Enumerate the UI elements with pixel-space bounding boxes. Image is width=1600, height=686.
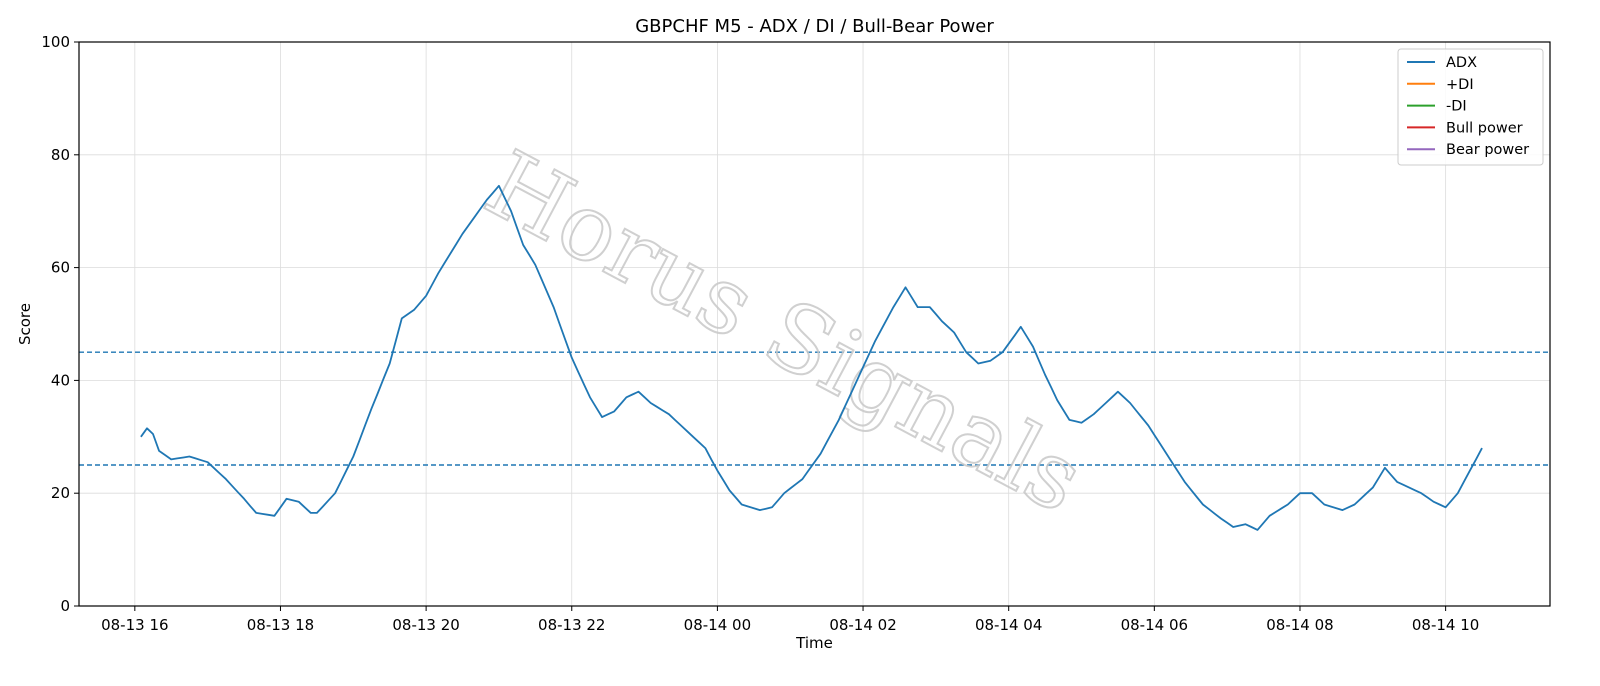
x-tick-label: 08-13 18 (247, 616, 314, 634)
legend-entry: ADX (1446, 55, 1477, 71)
legend: ADX +DI -DI Bull power Bear power (1397, 48, 1544, 166)
x-tick-label: 08-14 06 (1121, 616, 1188, 634)
y-tick-label: 40 (51, 371, 70, 389)
legend-entry: +DI (1446, 77, 1474, 93)
legend-entry: Bull power (1446, 120, 1523, 136)
x-axis-label: Time (795, 634, 833, 652)
x-tick-label: 08-13 16 (101, 616, 168, 634)
x-tick-label: 08-14 08 (1266, 616, 1333, 634)
x-tick-label: 08-13 22 (538, 616, 605, 634)
y-tick-label: 20 (51, 484, 70, 502)
y-tick-label: 80 (51, 146, 70, 164)
y-axis-label: Score (16, 303, 34, 345)
x-axis-ticks: 08-13 16 08-13 18 08-13 20 08-13 22 08-14 00… (101, 606, 1479, 634)
threshold-lines (79, 351, 1550, 466)
y-axis-ticks: 0 20 40 60 80 100 (41, 33, 79, 615)
x-tick-label: 08-14 10 (1412, 616, 1479, 634)
y-tick-label: 100 (41, 33, 70, 51)
x-tick-label: 08-14 02 (829, 616, 896, 634)
x-tick-label: 08-14 00 (684, 616, 751, 634)
plot-frame (78, 41, 1551, 607)
legend-entry: -DI (1446, 99, 1467, 115)
chart-title: GBPCHF M5 - ADX / DI / Bull-Bear Power (635, 16, 994, 37)
series-line-adx (140, 184, 1483, 531)
y-tick-label: 60 (51, 259, 70, 277)
legend-entry: Bear power (1446, 142, 1529, 158)
watermark-logo: Horus Signals (469, 131, 1100, 534)
legend-box (1397, 48, 1544, 166)
series-lines (140, 184, 1483, 531)
x-tick-label: 08-14 04 (975, 616, 1042, 634)
y-tick-label: 0 (60, 597, 70, 615)
watermark: Horus Signals (468, 130, 1101, 535)
x-tick-label: 08-13 20 (392, 616, 459, 634)
